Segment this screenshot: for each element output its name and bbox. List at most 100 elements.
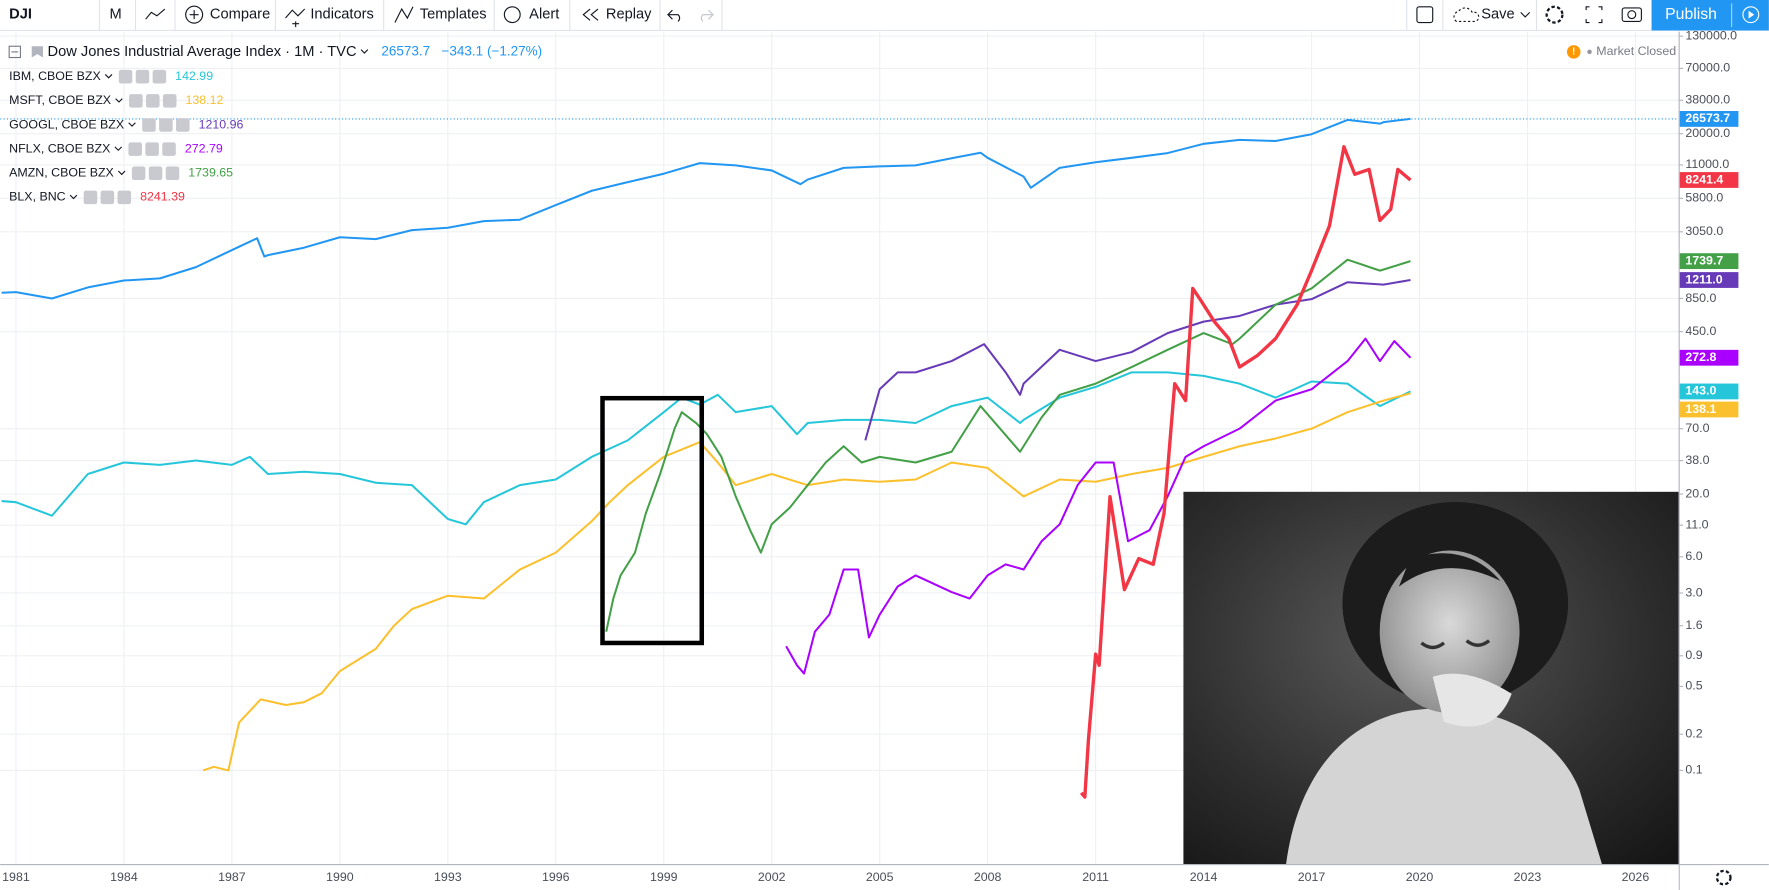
legend-name[interactable]: NFLX, CBOE BZX xyxy=(9,141,110,155)
y-tick-label: 70000.0 xyxy=(1685,61,1730,75)
legend-name[interactable]: MSFT, CBOE BZX xyxy=(9,93,111,107)
y-tick-label: 3050.0 xyxy=(1685,224,1723,238)
legend-action[interactable] xyxy=(128,142,142,156)
x-tick-label: 2017 xyxy=(1298,870,1326,884)
legend-action[interactable] xyxy=(152,69,167,84)
legend-value: 272.79 xyxy=(185,141,223,155)
legend-value: 8241.39 xyxy=(140,190,185,204)
collapse-icon[interactable] xyxy=(8,45,22,59)
replay-icon[interactable] xyxy=(582,8,599,21)
price-badge xyxy=(1679,172,1739,188)
legend-action[interactable] xyxy=(146,94,160,108)
legend-action[interactable] xyxy=(162,94,177,108)
legend-menu[interactable] xyxy=(69,194,78,200)
x-tick-label: 1987 xyxy=(218,870,246,884)
legend-menu[interactable] xyxy=(117,170,126,176)
legend-name[interactable]: BLX, BNC xyxy=(9,190,66,204)
legend-action[interactable] xyxy=(142,118,156,132)
legend-action[interactable] xyxy=(145,142,159,156)
legend-menu[interactable] xyxy=(104,74,113,79)
publish-button[interactable]: Publish xyxy=(1665,6,1717,23)
x-tick-label: 2011 xyxy=(1082,870,1109,884)
toolbar-bg xyxy=(0,0,1769,31)
x-tick-label: 2008 xyxy=(974,870,1002,884)
legend-action[interactable] xyxy=(176,118,190,132)
compare-icon[interactable] xyxy=(185,5,204,24)
indicators-button[interactable]: Indicators xyxy=(310,7,374,23)
legend-name[interactable]: GOOGL, CBOE BZX xyxy=(9,117,124,131)
undo-icon[interactable] xyxy=(667,9,681,22)
legend-menu[interactable] xyxy=(360,49,369,54)
legend-value: 1210.96 xyxy=(199,117,244,131)
legend-action[interactable] xyxy=(83,190,98,205)
legend-action[interactable] xyxy=(159,118,173,132)
legend-action[interactable] xyxy=(118,69,133,84)
interval[interactable]: M xyxy=(110,7,122,23)
indicators-icon[interactable] xyxy=(285,8,306,28)
legend-title[interactable]: Dow Jones Industrial Average Index · 1M … xyxy=(48,44,357,60)
highlight-rect xyxy=(600,395,705,646)
legend-action[interactable] xyxy=(131,166,146,181)
legend-value: 138.12 xyxy=(186,93,224,107)
legend-name[interactable]: AMZN, CBOE BZX xyxy=(9,166,114,180)
snapshot-icon[interactable] xyxy=(1621,7,1642,22)
x-tick-label: 2023 xyxy=(1514,870,1542,884)
legend-action[interactable] xyxy=(117,190,132,205)
save-button[interactable]: Save xyxy=(1481,7,1514,23)
legend-menu[interactable] xyxy=(114,146,123,152)
legend-action[interactable] xyxy=(100,190,115,205)
legend-menu[interactable] xyxy=(115,98,123,103)
legend-action[interactable] xyxy=(165,166,180,181)
x-tick-label: 1999 xyxy=(650,870,678,884)
legend-action[interactable] xyxy=(148,166,163,181)
compare-button[interactable]: Compare xyxy=(210,7,270,23)
status-dot xyxy=(1587,49,1592,55)
legend-action[interactable] xyxy=(135,69,150,84)
legend-action[interactable] xyxy=(129,94,143,108)
price-badge xyxy=(1679,272,1739,288)
legend-change: −343.1 (−1.27%) xyxy=(441,43,542,58)
y-tick-label: 6.0 xyxy=(1685,549,1702,563)
series-line xyxy=(785,337,1412,675)
y-tick-label: 20.0 xyxy=(1685,486,1709,500)
chart-style-icon[interactable] xyxy=(145,8,166,20)
save-menu[interactable] xyxy=(1520,12,1531,18)
legend-menu[interactable] xyxy=(128,122,136,127)
series-line xyxy=(1,117,1411,300)
legend: Dow Jones Industrial Average Index · 1M … xyxy=(8,43,542,205)
legend-action[interactable] xyxy=(162,142,176,156)
x-tick-label: 2005 xyxy=(866,870,894,884)
legend-name[interactable]: IBM, CBOE BZX xyxy=(9,69,101,83)
series-line xyxy=(1079,145,1412,799)
y-tick-label: 38.0 xyxy=(1685,453,1709,467)
price-badge-label: 1739.7 xyxy=(1685,253,1723,267)
price-badge-label: 143.0 xyxy=(1685,384,1716,398)
fullscreen-icon[interactable] xyxy=(1585,6,1603,24)
photo-eyes xyxy=(1420,639,1491,650)
y-tick-label: 11.0 xyxy=(1685,518,1708,532)
redo-icon[interactable] xyxy=(700,9,714,22)
y-tick-label: 70.0 xyxy=(1685,421,1709,435)
symbol[interactable]: DJI xyxy=(9,7,32,23)
status-icon-mark: ! xyxy=(1572,47,1575,58)
x-tick-label: 2026 xyxy=(1622,870,1650,884)
axis-labels: 1981 1984 1987 1990 1993 1996 1999 2002 2005 2008… xyxy=(2,28,1739,884)
cloud-icon[interactable] xyxy=(1453,7,1480,22)
settings-icon[interactable] xyxy=(1545,5,1564,24)
x-tick-label: 2020 xyxy=(1406,870,1434,884)
y-tick-label: 130000.0 xyxy=(1685,28,1737,42)
photo-hand xyxy=(1432,673,1512,727)
templates-icon[interactable] xyxy=(394,6,414,23)
alert-button[interactable]: Alert xyxy=(529,7,559,23)
alert-icon[interactable] xyxy=(503,6,521,24)
flag-icon xyxy=(31,46,44,58)
price-badge-label: 8241.4 xyxy=(1685,172,1723,186)
price-badge-label: 272.8 xyxy=(1685,350,1716,364)
replay-button[interactable]: Replay xyxy=(606,7,652,23)
layout-icon[interactable] xyxy=(1416,6,1434,24)
axis-settings-icon[interactable] xyxy=(1715,869,1732,886)
templates-button[interactable]: Templates xyxy=(420,7,487,23)
stream-icon[interactable] xyxy=(1742,6,1760,24)
